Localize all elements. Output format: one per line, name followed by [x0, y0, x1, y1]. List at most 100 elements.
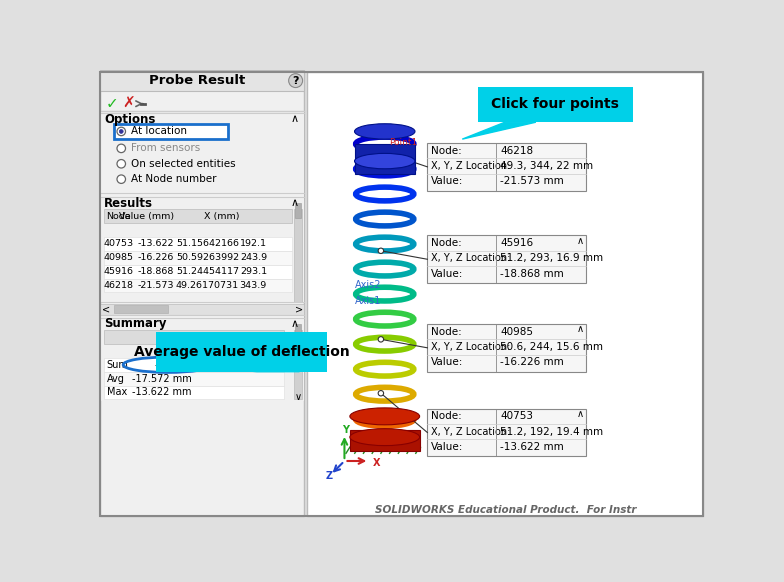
FancyBboxPatch shape	[100, 316, 304, 401]
Text: 243.9: 243.9	[240, 253, 267, 262]
Text: ∧: ∧	[291, 319, 299, 329]
FancyBboxPatch shape	[477, 87, 633, 122]
FancyBboxPatch shape	[100, 72, 304, 516]
Circle shape	[119, 130, 123, 133]
Text: Average value of deflection: Average value of deflection	[133, 345, 349, 359]
FancyBboxPatch shape	[104, 385, 284, 399]
Text: Sum: Sum	[107, 360, 129, 370]
Text: On selected entities: On selected entities	[131, 159, 235, 169]
Ellipse shape	[354, 154, 415, 169]
FancyBboxPatch shape	[295, 203, 301, 218]
Text: Node: Node	[106, 212, 130, 221]
Polygon shape	[463, 122, 536, 139]
FancyBboxPatch shape	[427, 143, 586, 191]
Text: Y: Y	[343, 425, 350, 435]
FancyBboxPatch shape	[100, 111, 304, 194]
Text: Avg: Avg	[107, 374, 125, 384]
Text: 293.1: 293.1	[240, 267, 267, 276]
Text: 40985: 40985	[500, 327, 533, 336]
Text: 46218: 46218	[500, 146, 533, 156]
FancyBboxPatch shape	[156, 332, 327, 372]
FancyBboxPatch shape	[104, 209, 292, 223]
FancyBboxPatch shape	[294, 330, 302, 399]
Circle shape	[117, 159, 125, 168]
Text: 40753: 40753	[500, 411, 533, 421]
Text: 343.9: 343.9	[240, 281, 267, 290]
FancyBboxPatch shape	[104, 265, 292, 279]
Text: Node:: Node:	[431, 238, 462, 248]
Text: 49.26170731: 49.26170731	[176, 281, 239, 290]
Text: ∧: ∧	[576, 324, 583, 334]
Text: Value:: Value:	[431, 176, 463, 186]
Text: ∧: ∧	[291, 114, 299, 124]
Text: U...: U...	[211, 332, 227, 342]
Text: X, Y, Z Location:: X, Y, Z Location:	[431, 342, 510, 352]
FancyBboxPatch shape	[295, 324, 301, 339]
Text: 50.59263992: 50.59263992	[176, 253, 239, 262]
Text: Options: Options	[104, 113, 155, 126]
Text: -16.226 mm: -16.226 mm	[500, 357, 564, 367]
Text: 49.3, 344, 22 mm: 49.3, 344, 22 mm	[500, 161, 593, 171]
Text: X: X	[372, 457, 380, 467]
FancyBboxPatch shape	[114, 306, 168, 313]
Text: 51.24454117: 51.24454117	[176, 267, 239, 276]
FancyBboxPatch shape	[104, 372, 284, 385]
Text: At location: At location	[131, 126, 187, 136]
Circle shape	[117, 127, 125, 136]
Ellipse shape	[350, 429, 419, 446]
Circle shape	[289, 74, 303, 87]
Text: 40985: 40985	[103, 253, 133, 262]
Text: ∨: ∨	[294, 392, 302, 402]
FancyBboxPatch shape	[350, 430, 419, 451]
Text: ?: ?	[292, 76, 299, 86]
Circle shape	[378, 391, 383, 396]
FancyBboxPatch shape	[427, 409, 586, 456]
FancyBboxPatch shape	[427, 324, 586, 372]
Text: -21.573 mm: -21.573 mm	[500, 176, 564, 186]
FancyBboxPatch shape	[100, 304, 304, 315]
Text: 50.6, 244, 15.6 mm: 50.6, 244, 15.6 mm	[500, 342, 603, 352]
Text: Value:: Value:	[431, 357, 463, 367]
Text: Results: Results	[104, 197, 153, 210]
Text: 46218: 46218	[103, 281, 133, 290]
Text: X, Y, Z Location:: X, Y, Z Location:	[431, 161, 510, 171]
Text: 45916: 45916	[103, 267, 133, 276]
Text: At Node number: At Node number	[131, 174, 216, 184]
Text: -13.622 mm: -13.622 mm	[500, 442, 564, 452]
Circle shape	[378, 336, 383, 342]
Ellipse shape	[350, 408, 419, 425]
Text: 51.2, 192, 19.4 mm: 51.2, 192, 19.4 mm	[500, 427, 604, 436]
Text: 51.2, 293, 16.9 mm: 51.2, 293, 16.9 mm	[500, 254, 604, 264]
Text: Value: Value	[165, 332, 192, 342]
FancyBboxPatch shape	[104, 251, 292, 265]
Circle shape	[117, 144, 125, 152]
Text: 192.1: 192.1	[240, 239, 267, 249]
Text: Node:: Node:	[431, 146, 462, 156]
Circle shape	[378, 248, 383, 254]
Text: Axis1: Axis1	[355, 296, 382, 306]
Text: -18.868 mm: -18.868 mm	[500, 269, 564, 279]
Ellipse shape	[354, 124, 415, 139]
Text: ∧: ∧	[576, 409, 583, 419]
Text: -21.573: -21.573	[137, 281, 174, 290]
Text: X, Y, Z Location:: X, Y, Z Location:	[431, 427, 510, 436]
Text: From sensors: From sensors	[131, 143, 200, 154]
Text: 45916: 45916	[500, 238, 533, 248]
Text: ∧: ∧	[576, 236, 583, 246]
Text: <: <	[102, 304, 110, 314]
Text: 51.15642166: 51.15642166	[176, 239, 239, 249]
Text: Node:: Node:	[431, 411, 462, 421]
Text: -16.226: -16.226	[137, 253, 174, 262]
Text: -13.622: -13.622	[137, 239, 174, 249]
FancyBboxPatch shape	[104, 358, 284, 372]
Text: X (mm): X (mm)	[204, 212, 239, 221]
Text: X, Y, Z Location:: X, Y, Z Location:	[431, 254, 510, 264]
Text: ∧: ∧	[291, 198, 299, 208]
Text: -70.289: -70.289	[154, 360, 192, 370]
Polygon shape	[176, 365, 299, 372]
Text: Point1: Point1	[389, 139, 417, 147]
Text: -13.622 mm: -13.622 mm	[132, 388, 192, 398]
Text: Click four points: Click four points	[492, 98, 619, 112]
Text: -17.572 mm: -17.572 mm	[132, 374, 192, 384]
FancyBboxPatch shape	[100, 70, 304, 91]
